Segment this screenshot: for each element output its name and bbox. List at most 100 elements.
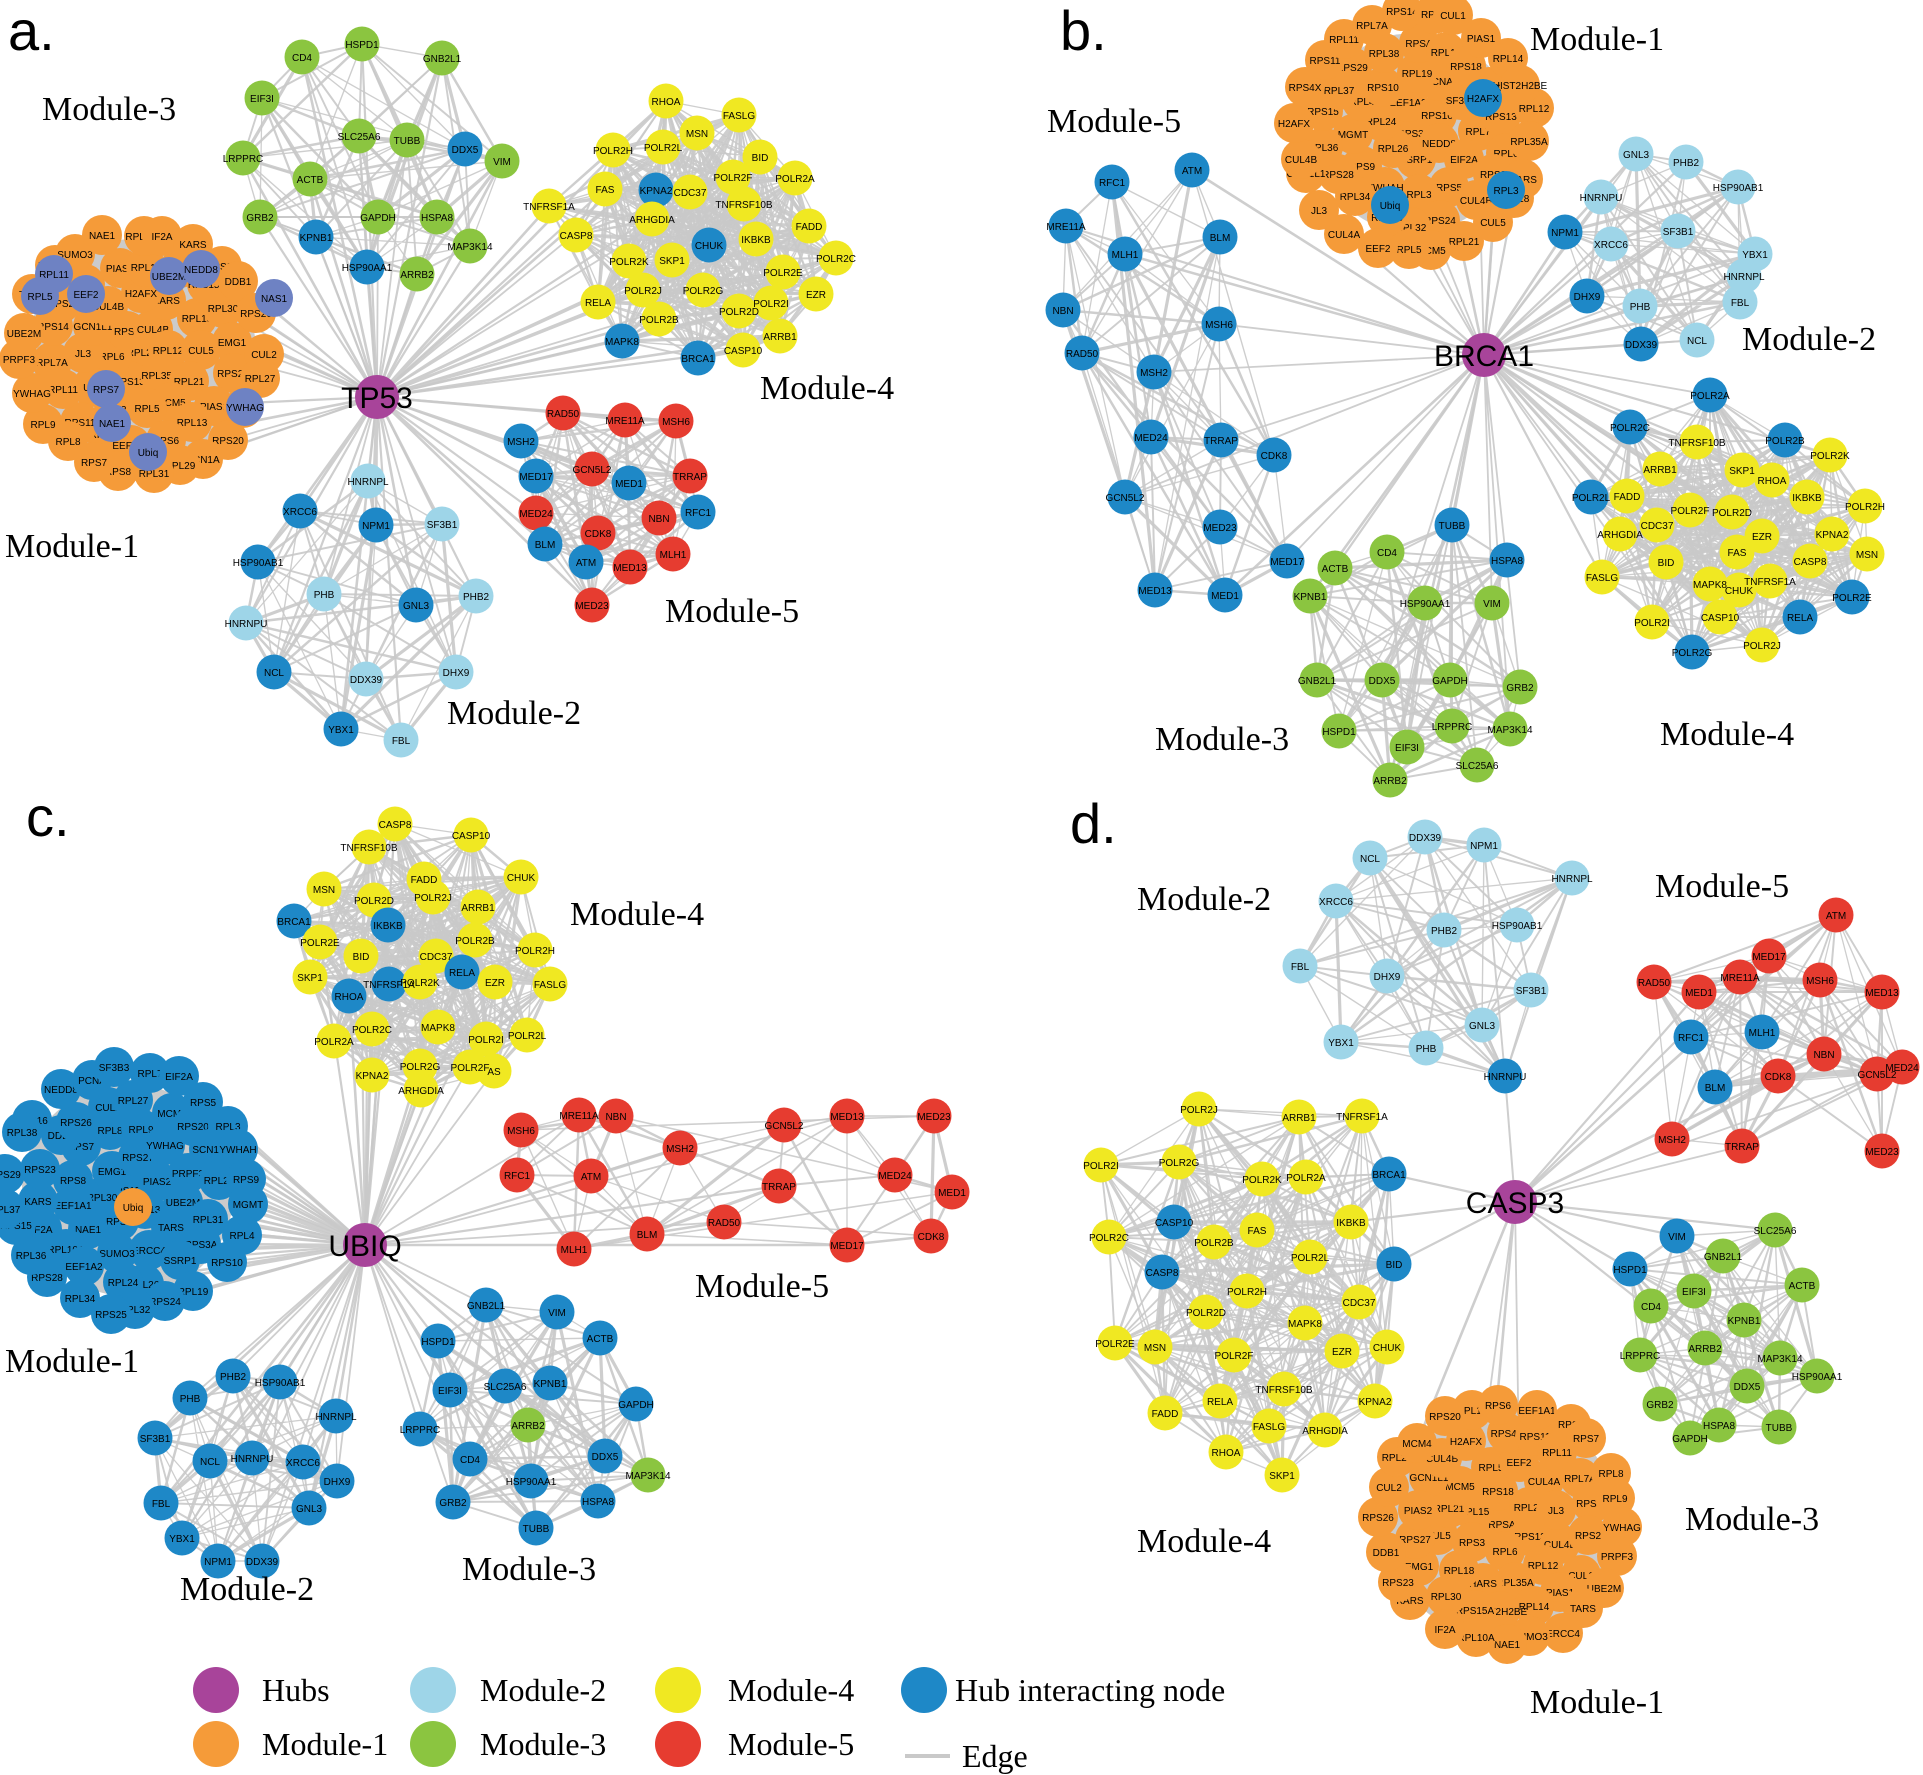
svg-text:BID: BID [752,153,769,164]
svg-text:CUL2: CUL2 [95,1103,121,1114]
svg-text:RPS3: RPS3 [114,327,141,338]
svg-text:HSPA8: HSPA8 [1703,1421,1735,1432]
svg-text:MCM4: MCM4 [1402,1439,1432,1450]
svg-text:MSH6: MSH6 [662,417,690,428]
svg-text:RAD50: RAD50 [547,409,580,420]
svg-text:MED24: MED24 [519,509,553,520]
svg-text:BRCA1: BRCA1 [1372,1170,1406,1181]
svg-text:MAPK8: MAPK8 [1693,580,1727,591]
svg-text:RHOA: RHOA [335,992,364,1003]
svg-text:RPS27: RPS27 [1399,1535,1431,1546]
svg-text:POLR2G: POLR2G [1159,1158,1200,1169]
svg-text:DHX9: DHX9 [324,1477,351,1488]
svg-text:POLR2L: POLR2L [1291,1253,1330,1264]
svg-text:Module-3: Module-3 [480,1726,606,1762]
svg-text:MCM5: MCM5 [1416,246,1446,257]
svg-text:NPM1: NPM1 [1470,841,1498,852]
svg-text:RPL7: RPL7 [137,1069,162,1080]
svg-text:RPS11: RPS11 [65,418,96,429]
svg-text:KARS: KARS [1396,1596,1424,1607]
svg-text:BLM: BLM [535,540,556,551]
svg-text:MCM5: MCM5 [156,398,186,409]
svg-text:RPL18: RPL18 [182,314,213,325]
svg-text:NPM1: NPM1 [362,521,390,532]
svg-text:POLR2E: POLR2E [1095,1339,1135,1350]
svg-text:CD4: CD4 [1377,548,1397,559]
svg-text:DDX39: DDX39 [246,1557,279,1568]
svg-text:MRE11A: MRE11A [1046,222,1086,233]
svg-text:FADD: FADD [1152,1409,1179,1420]
svg-text:BID: BID [1658,558,1675,569]
svg-text:DDX39: DDX39 [350,675,383,686]
svg-text:MAPK8: MAPK8 [605,337,639,348]
svg-text:PRPF3: PRPF3 [3,355,36,366]
svg-text:Module-2: Module-2 [180,1571,314,1608]
svg-text:IF2A: IF2A [151,232,172,243]
svg-text:c.: c. [26,785,70,848]
svg-text:RPS6: RPS6 [106,1217,133,1228]
svg-text:YBX1: YBX1 [1328,1038,1354,1049]
svg-text:POLR2E: POLR2E [763,268,803,279]
svg-text:Module-4: Module-4 [728,1672,854,1708]
svg-text:RPL38: RPL38 [1369,49,1400,60]
svg-text:POLR2I: POLR2I [1083,1161,1119,1172]
svg-text:RPL8: RPL8 [97,1126,122,1137]
svg-text:CHUK: CHUK [695,241,724,252]
svg-text:RPS27: RPS27 [122,1153,154,1164]
svg-text:MLH1: MLH1 [1749,1028,1776,1039]
svg-text:POLR2H: POLR2H [593,146,633,157]
svg-text:POLR2I: POLR2I [753,299,789,310]
svg-text:RPS6: RPS6 [1485,1401,1512,1412]
svg-text:HSPA8: HSPA8 [582,1497,614,1508]
svg-text:CASP8: CASP8 [1146,1268,1179,1279]
svg-text:RPL12: RPL12 [1519,104,1550,115]
svg-text:RPL15: RPL15 [1459,1507,1490,1518]
svg-text:RPS26: RPS26 [1362,1513,1394,1524]
svg-text:MED13: MED13 [830,1112,864,1123]
svg-text:RPS3A: RPS3A [1398,129,1431,140]
svg-text:KPNB1: KPNB1 [1294,592,1327,603]
svg-text:CHUK: CHUK [1725,586,1754,597]
svg-text:CHUK: CHUK [1373,1343,1402,1354]
svg-text:RAD50: RAD50 [1066,349,1099,360]
svg-text:MED23: MED23 [575,601,609,612]
svg-text:RPS29: RPS29 [0,1170,21,1181]
svg-text:NCL: NCL [1687,336,1707,347]
svg-text:FADD: FADD [796,222,823,233]
svg-text:RPS8: RPS8 [105,467,132,478]
svg-text:BLM: BLM [637,1230,658,1241]
svg-text:POLR2J: POLR2J [1180,1105,1218,1116]
svg-text:RPS11: RPS11 [1520,1432,1551,1443]
svg-text:KPNA2: KPNA2 [1359,1397,1392,1408]
svg-text:RPL12: RPL12 [153,346,184,357]
svg-text:ARRB2: ARRB2 [1688,1344,1722,1355]
svg-text:EEF2: EEF2 [1506,1458,1531,1469]
svg-text:PHB2: PHB2 [1673,158,1700,169]
svg-text:RPL23: RPL23 [1514,1503,1545,1514]
svg-text:HNRNPU: HNRNPU [1580,193,1623,204]
svg-text:RPS13: RPS13 [1514,1532,1546,1543]
svg-text:MLH1: MLH1 [1112,250,1139,261]
svg-text:NBN: NBN [605,1112,626,1123]
svg-text:Module-3: Module-3 [42,91,176,128]
svg-text:NAE1: NAE1 [89,231,116,242]
svg-text:RPL12: RPL12 [1528,1561,1559,1572]
svg-text:RELA: RELA [449,968,475,979]
svg-text:Hub interacting node: Hub interacting node [955,1672,1225,1708]
svg-text:CASP8: CASP8 [1794,557,1827,568]
svg-text:SUMO3: SUMO3 [1512,1632,1548,1643]
svg-text:NEDD8: NEDD8 [184,265,218,276]
svg-text:HSP90AA1: HSP90AA1 [342,263,393,274]
svg-text:RPL10A: RPL10A [1457,1633,1495,1644]
svg-text:YWHAG: YWHAG [146,1141,184,1152]
svg-text:RPS26: RPS26 [60,1118,92,1129]
svg-text:POLR2B: POLR2B [1194,1238,1234,1249]
svg-text:RPS10: RPS10 [1367,83,1399,94]
svg-text:RPS15: RPS15 [0,1221,32,1232]
svg-text:EEF1A2: EEF1A2 [65,1262,103,1273]
svg-text:GCN5L2: GCN5L2 [765,1121,804,1132]
svg-text:MAP3K14: MAP3K14 [625,1471,670,1482]
svg-text:KPNB1: KPNB1 [534,1379,567,1390]
svg-text:ATM: ATM [1182,166,1202,177]
svg-text:RPL32: RPL32 [120,1305,151,1316]
